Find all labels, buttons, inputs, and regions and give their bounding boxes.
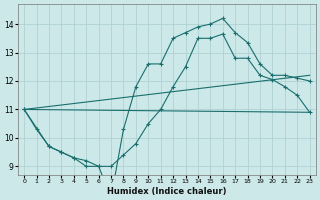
X-axis label: Humidex (Indice chaleur): Humidex (Indice chaleur): [107, 187, 227, 196]
